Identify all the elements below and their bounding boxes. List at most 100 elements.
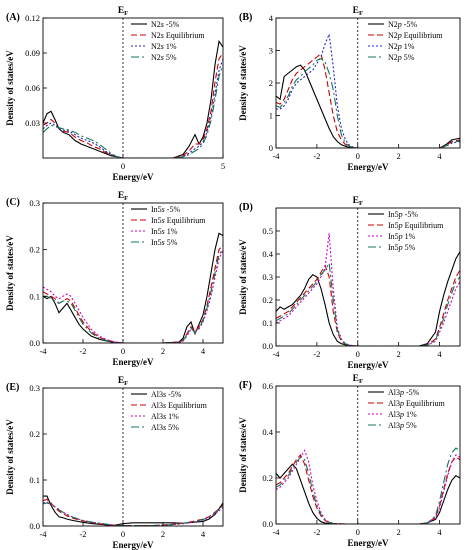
panel-a: 0 5 0.03 0.06 0.09 0.12 (A) EF Energy/eV Density … bbox=[5, 6, 225, 182]
y-tick-label: 0.2 bbox=[262, 295, 273, 305]
series-line-1 bbox=[43, 39, 223, 158]
x-tick-label: 0 bbox=[121, 346, 125, 356]
x-axis-label: Energy/eV bbox=[348, 360, 389, 370]
series-line-2 bbox=[43, 52, 223, 158]
legend-entry-part: -5% bbox=[402, 20, 418, 29]
legend-entry-part: Al3 bbox=[388, 399, 400, 408]
y-tick-label: 0.4 bbox=[262, 427, 273, 437]
legend-entry-part: N2 bbox=[151, 31, 161, 40]
y-tick-label: 0.0 bbox=[29, 521, 40, 531]
fermi-label-main: E bbox=[353, 6, 359, 16]
legend-entry: N2p 5% bbox=[388, 53, 415, 62]
y-tick-label: 4 bbox=[269, 13, 274, 23]
fermi-label-main: E bbox=[118, 6, 124, 16]
legend-entry-part: Equilibrium bbox=[164, 31, 205, 40]
x-tick-label: -4 bbox=[39, 346, 47, 356]
legend-entry: N2s 5% bbox=[151, 53, 177, 62]
series-line-1 bbox=[276, 463, 460, 524]
series-line-2 bbox=[276, 264, 460, 346]
legend-entry-part: p bbox=[398, 243, 403, 252]
y-tick-label: 0.1 bbox=[262, 318, 273, 328]
panel-b: -4 -2 0 2 4 0 1 2 3 4 (B) EF Energy/eV Density of sta… bbox=[238, 6, 461, 172]
legend-entry-part: 1% bbox=[164, 42, 177, 51]
series-line-2 bbox=[43, 244, 223, 343]
legend-entry-part: N2 bbox=[388, 42, 398, 51]
x-tick-label: 5 bbox=[221, 161, 225, 171]
y-tick-label: 0.3 bbox=[29, 198, 40, 208]
legend-entry: In5s Equilibrium bbox=[151, 216, 206, 225]
legend-entry-part: s bbox=[163, 401, 166, 410]
fermi-label-main: E bbox=[118, 376, 124, 386]
legend-entry-part: Equilibrium bbox=[402, 31, 443, 40]
legend-entry-part: 5% bbox=[404, 421, 417, 430]
fermi-label: EF bbox=[353, 196, 363, 207]
series-line-1 bbox=[43, 495, 223, 526]
fermi-label-main: E bbox=[353, 374, 359, 384]
x-tick-label: 2 bbox=[397, 151, 401, 161]
legend-entry: N2p Equilibrium bbox=[388, 31, 443, 40]
series-line-1 bbox=[43, 232, 223, 343]
fermi-label-sub: F bbox=[124, 195, 128, 202]
legend-entry: In5p -5% bbox=[388, 210, 418, 219]
legend-entry: In5s 5% bbox=[151, 238, 178, 247]
y-tick-label: 0.0 bbox=[29, 338, 40, 348]
legend-entry: Al3p Equilibrium bbox=[388, 399, 445, 408]
x-tick-label: 4 bbox=[437, 151, 442, 161]
legend-entry-part: 5% bbox=[165, 238, 178, 247]
series-line-3 bbox=[276, 32, 460, 148]
legend-entry-part: p bbox=[398, 210, 403, 219]
legend-entry-part: In5 bbox=[151, 227, 162, 236]
series-line-4 bbox=[276, 261, 460, 346]
y-tick-label: 0.06 bbox=[25, 83, 40, 93]
legend-entry-part: p bbox=[397, 53, 402, 62]
legend-entry-part: In5 bbox=[151, 216, 162, 225]
x-tick-label: -2 bbox=[313, 349, 320, 359]
y-tick-label: 0.4 bbox=[262, 249, 273, 259]
y-tick-label: 0.0 bbox=[262, 341, 273, 351]
fermi-label-sub: F bbox=[124, 380, 128, 387]
legend-entry: In5s -5% bbox=[151, 205, 180, 214]
legend-entry-part: N2 bbox=[151, 42, 161, 51]
legend-entry-part: 5% bbox=[164, 53, 177, 62]
x-tick-label: 2 bbox=[397, 527, 401, 537]
legend-entry-part: s bbox=[161, 20, 164, 29]
y-tick-label: 1 bbox=[269, 111, 273, 121]
series-group bbox=[276, 447, 460, 524]
panel-label: (C) bbox=[6, 197, 20, 208]
series-line-4 bbox=[276, 58, 460, 148]
legend-entry-part: 5% bbox=[402, 53, 415, 62]
fermi-label: EF bbox=[118, 376, 128, 387]
panel-label: (D) bbox=[239, 202, 253, 213]
y-tick-label: 0.5 bbox=[262, 226, 273, 236]
legend-entry-part: Al3 bbox=[388, 388, 400, 397]
y-axis-label: Density of states/eV bbox=[238, 417, 248, 493]
legend-entry-part: 1% bbox=[166, 412, 179, 421]
y-tick-label: 0.2 bbox=[29, 429, 40, 439]
x-tick-label: -2 bbox=[79, 529, 86, 539]
legend-entry-part: Al3 bbox=[151, 390, 163, 399]
y-tick-label: 0.09 bbox=[25, 48, 40, 58]
x-axis-label: Energy/eV bbox=[113, 357, 154, 367]
fermi-label-sub: F bbox=[359, 378, 363, 385]
x-tick-label: 0 bbox=[121, 529, 125, 539]
x-tick-label: -2 bbox=[313, 527, 320, 537]
x-axis-label: Energy/eV bbox=[348, 162, 389, 172]
legend-entry-part: In5 bbox=[388, 243, 399, 252]
y-tick-label: 0.03 bbox=[25, 118, 40, 128]
legend-entry: In5p Equilibrium bbox=[388, 221, 444, 230]
y-tick-label: 0.1 bbox=[29, 475, 40, 485]
x-tick-label: 0 bbox=[356, 349, 360, 359]
series-line-4 bbox=[43, 502, 223, 526]
legend-entry-part: s bbox=[162, 216, 165, 225]
fermi-label-sub: F bbox=[124, 10, 128, 17]
x-tick-label: 0 bbox=[121, 161, 125, 171]
series-line-1 bbox=[276, 251, 460, 346]
legend-entry-part: p bbox=[399, 421, 404, 430]
series-group bbox=[43, 232, 223, 343]
legend-entry-part: N2 bbox=[151, 53, 161, 62]
legend-entry-part: s bbox=[163, 390, 166, 399]
plot-frame bbox=[42, 387, 224, 527]
y-axis-label: Density of states/eV bbox=[5, 50, 15, 126]
